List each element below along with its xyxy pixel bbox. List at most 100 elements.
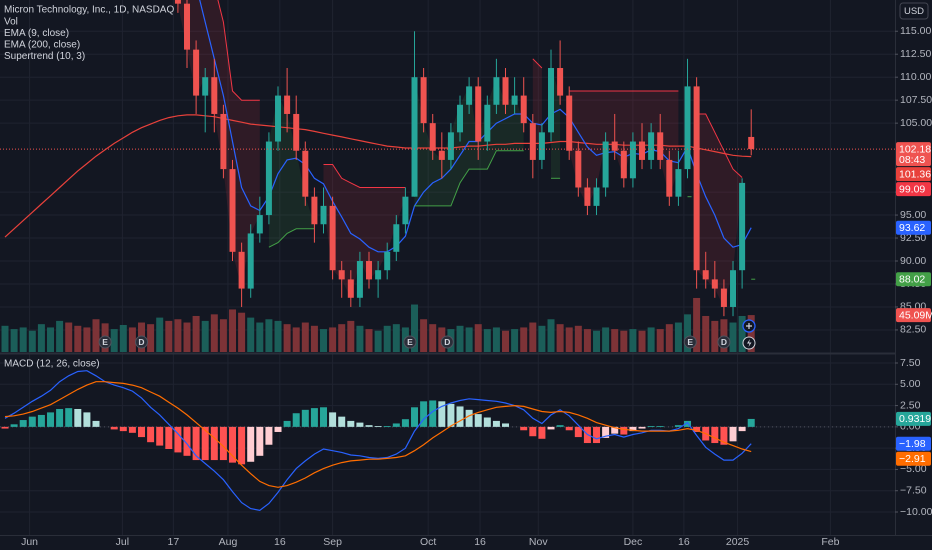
signal-line xyxy=(4,381,752,488)
volume-bar xyxy=(147,324,155,352)
candle-body xyxy=(284,95,291,114)
histogram-bar xyxy=(383,426,391,427)
candle-body xyxy=(675,169,682,197)
candle-body xyxy=(366,261,373,280)
candle-body xyxy=(256,215,263,234)
volume-bar xyxy=(492,327,500,352)
volume-bar xyxy=(201,320,209,352)
histogram-bar xyxy=(229,426,237,463)
histogram-bar xyxy=(693,426,701,432)
candle-body xyxy=(184,3,191,50)
x-tick-label: Feb xyxy=(821,536,839,548)
histogram-bar xyxy=(529,426,537,437)
histogram-bar xyxy=(65,408,73,427)
histogram-bar xyxy=(738,426,746,432)
candle-body xyxy=(384,251,391,271)
event-label: D xyxy=(721,337,727,347)
histogram-bar xyxy=(238,426,246,465)
ema-200-line xyxy=(4,114,752,238)
volume-bar xyxy=(347,320,355,352)
value-label: −1.98 xyxy=(899,438,926,450)
ema-9-line xyxy=(199,0,752,253)
x-tick-label: 16 xyxy=(474,536,486,548)
histogram-bar xyxy=(565,426,573,431)
macd-line xyxy=(4,370,752,511)
value-label-box xyxy=(896,167,931,182)
histogram-bar xyxy=(210,426,218,461)
event-marker xyxy=(135,335,149,349)
volume-bar xyxy=(483,329,491,352)
candle-body xyxy=(748,136,755,150)
volume-bar xyxy=(529,322,537,352)
y-tick-label: 7.50 xyxy=(900,357,921,369)
value-label: 45.09M xyxy=(899,309,932,321)
candle-body xyxy=(520,95,527,124)
volume-bar xyxy=(420,319,428,352)
histogram-bar xyxy=(684,420,692,427)
volume-bar xyxy=(638,330,646,352)
event-label: D xyxy=(138,337,144,347)
volume-bar xyxy=(738,315,746,352)
volume-bar xyxy=(474,324,482,352)
value-label-box xyxy=(896,182,931,197)
legend-entry: EMA (9, close) xyxy=(4,28,69,39)
volume-bar xyxy=(729,322,737,352)
volume-bar xyxy=(656,329,664,352)
histogram-bar xyxy=(674,425,682,427)
alert-button[interactable] xyxy=(742,336,756,350)
histogram-bar xyxy=(320,407,328,427)
candle-body xyxy=(211,77,218,114)
volume-bar xyxy=(19,327,27,352)
volume-bar xyxy=(28,330,36,352)
histogram-bar xyxy=(274,426,282,432)
volume-bar xyxy=(429,324,437,352)
candle-body xyxy=(493,77,500,105)
volume-bar xyxy=(265,319,273,352)
histogram-bar xyxy=(37,414,45,427)
histogram-bar xyxy=(1,426,9,429)
y-tick-label: 110.00 xyxy=(900,71,931,83)
histogram-bar xyxy=(447,403,455,427)
x-tick-label: Oct xyxy=(420,536,436,548)
add-button[interactable] xyxy=(742,319,756,333)
histogram-bar xyxy=(292,413,300,427)
volume-bar xyxy=(702,315,710,352)
volume-bar xyxy=(192,315,200,352)
volume-bar xyxy=(684,314,692,352)
volume-bar xyxy=(338,324,346,352)
histogram-bar xyxy=(729,426,737,442)
histogram-bar xyxy=(656,426,664,427)
histogram-bar xyxy=(47,412,55,427)
volume-bar xyxy=(320,329,328,352)
histogram-bar xyxy=(474,414,482,427)
volume-bar xyxy=(210,314,218,352)
candle-body xyxy=(611,141,618,151)
histogram-bar xyxy=(629,426,637,432)
value-label: 88.02 xyxy=(899,273,925,285)
x-tick-label: Jul xyxy=(116,536,129,548)
x-tick-label: Jun xyxy=(21,536,38,548)
candle-body xyxy=(529,123,536,160)
value-label: 101.36 xyxy=(899,168,931,180)
candle-body xyxy=(193,49,200,96)
volume-bar xyxy=(456,325,464,352)
histogram-bar xyxy=(720,426,728,445)
value-label-box xyxy=(896,220,931,235)
y-tick-label: 107.50 xyxy=(900,94,932,106)
histogram-bar xyxy=(593,426,601,444)
volume-bar xyxy=(502,330,510,352)
candle-body xyxy=(420,77,427,124)
histogram-bar xyxy=(56,408,64,427)
volume-bar xyxy=(156,317,164,352)
y-tick-label: 92.50 xyxy=(900,232,926,244)
supertrend-down-line xyxy=(532,58,543,69)
legend-entry: Supertrend (10, 3) xyxy=(4,51,85,62)
event-marker xyxy=(683,335,697,349)
histogram-bar xyxy=(74,408,82,427)
candle-body xyxy=(265,141,272,216)
candle-body xyxy=(730,270,737,307)
candle-body xyxy=(693,86,700,271)
volume-bar xyxy=(693,297,701,352)
